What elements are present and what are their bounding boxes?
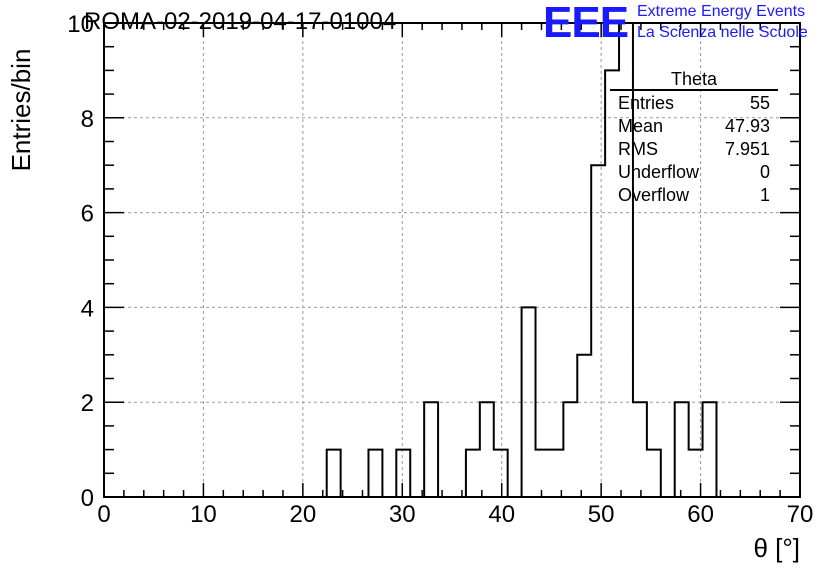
histogram-bin [396, 450, 410, 497]
histogram-bin [536, 450, 550, 497]
y-axis-label: Entries/bin [6, 49, 36, 172]
stats-label: Overflow [618, 185, 690, 205]
eee-logo: EEE [543, 0, 629, 47]
logo-line-1: Extreme Energy Events [637, 3, 806, 20]
histogram-bin [368, 450, 382, 497]
stats-value: 7.951 [724, 139, 770, 159]
histogram-bin [647, 450, 661, 497]
x-tick-label: 50 [588, 501, 615, 528]
y-tick-label: 6 [81, 201, 94, 228]
y-tick-label: 4 [81, 295, 94, 322]
histogram-bin [327, 450, 341, 497]
histogram-bin [563, 402, 577, 497]
grid-lines [104, 22, 800, 497]
histogram-bin [424, 402, 438, 497]
stats-value: 0 [759, 162, 770, 182]
histogram-bin [577, 355, 591, 497]
stats-label: Underflow [618, 162, 700, 182]
histogram-bin [591, 165, 605, 497]
y-tick-label: 10 [67, 11, 94, 38]
histogram-bin [494, 450, 508, 497]
stats-row-underflow: Underflow 0 [610, 160, 778, 183]
stats-row-mean: Mean 47.93 [610, 114, 778, 137]
x-tick-labels: 0 10 20 30 40 50 60 70 [97, 501, 813, 528]
stats-value: 55 [749, 93, 770, 113]
histogram-bin [675, 402, 689, 497]
histogram-bin [480, 402, 494, 497]
x-tick-label: 40 [488, 501, 515, 528]
histogram-bin [522, 307, 536, 497]
x-tick-label: 0 [97, 501, 110, 528]
x-tick-label: 60 [687, 501, 714, 528]
stats-label: Entries [618, 93, 675, 113]
stats-label: RMS [618, 139, 658, 159]
stats-row-rms: RMS 7.951 [610, 137, 778, 160]
y-tick-label: 0 [81, 485, 94, 512]
x-tick-label: 30 [389, 501, 416, 528]
y-tick-labels: 0 2 4 6 8 10 [67, 11, 94, 512]
x-tick-label: 10 [190, 501, 217, 528]
stats-row-entries: Entries 55 [610, 91, 778, 114]
histogram-bin [549, 450, 563, 497]
logo-line-2: La Scienza nelle Scuole [637, 24, 808, 41]
y-tick-label: 8 [81, 106, 94, 133]
histogram-bin [466, 450, 480, 497]
axis-ticks [103, 22, 801, 498]
stats-value: 1 [759, 185, 770, 205]
x-axis-label: θ [°] [753, 533, 800, 563]
x-tick-label: 70 [787, 501, 814, 528]
histogram-bin [633, 402, 647, 497]
stats-label: Mean [618, 116, 664, 136]
histogram-bin [703, 402, 717, 497]
stats-row-overflow: Overflow 1 [610, 183, 778, 206]
stats-box: Theta Entries 55 Mean 47.93 RMS 7.951 Un… [610, 67, 778, 206]
histogram-outline [325, 22, 718, 498]
chart-title: ROMA-02-2019-04-17-01004 [84, 8, 397, 35]
stats-value: 47.93 [724, 116, 770, 136]
x-tick-label: 20 [290, 501, 317, 528]
stats-title: Theta [610, 67, 778, 91]
y-tick-label: 2 [81, 390, 94, 417]
